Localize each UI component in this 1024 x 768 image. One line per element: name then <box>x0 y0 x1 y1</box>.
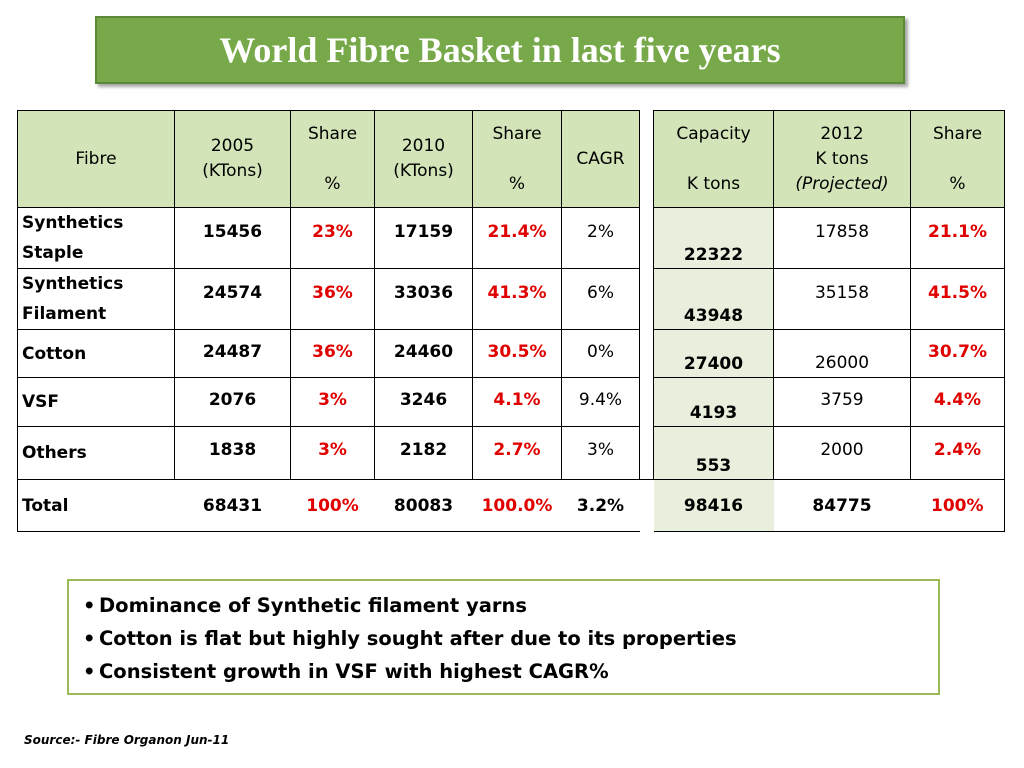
header-share-2012: Share% <box>910 110 1005 208</box>
share-2012: 100% <box>910 479 1005 532</box>
fibre-cell: Synthetics Staple <box>17 207 175 269</box>
table-row: Others 1838 3% 2182 2.7% 3% 553 2000 2.4… <box>17 426 1005 480</box>
share-2010: 2.7% <box>472 426 562 480</box>
note-text: Dominance of Synthetic filament yarns <box>99 594 527 617</box>
share-2005: 23% <box>290 207 375 269</box>
capacity-cell: 43948 <box>653 268 774 330</box>
share-2010: 41.3% <box>472 268 562 330</box>
value-2010: 2182 <box>374 426 473 480</box>
cagr-cell: 3% <box>561 426 640 480</box>
value-2012: 3759 <box>773 377 911 427</box>
share-2005: 36% <box>290 329 375 378</box>
column-gap <box>639 110 654 208</box>
header-share-2005: Share% <box>290 110 375 208</box>
fibre-cell: VSF <box>17 377 175 427</box>
table-row: Synthetics Staple 15456 23% 17159 21.4% 2… <box>17 207 1005 269</box>
header-cagr: CAGR <box>561 110 640 208</box>
capacity-cell: 4193 <box>653 377 774 427</box>
header-2010: 2010 (KTons) <box>374 110 473 208</box>
source-note: Source:- Fibre Organon Jun-11 <box>24 733 230 747</box>
column-gap <box>639 207 654 269</box>
table-row: Synthetics Filament 24574 36% 33036 41.3%… <box>17 268 1005 330</box>
table-row: Cotton 24487 36% 24460 30.5% 0% 27400 26… <box>17 329 1005 378</box>
share-2012: 21.1% <box>910 207 1005 269</box>
share-2005: 36% <box>290 268 375 330</box>
share-2010: 30.5% <box>472 329 562 378</box>
note-text: Consistent growth in VSF with highest CA… <box>99 660 609 683</box>
share-2005: 3% <box>290 377 375 427</box>
capacity-cell: 553 <box>653 426 774 480</box>
share-2012: 2.4% <box>910 426 1005 480</box>
share-2012: 41.5% <box>910 268 1005 330</box>
key-points-box: • Dominance of Synthetic filament yarns … <box>67 579 940 695</box>
value-2012: 84775 <box>773 479 911 532</box>
cagr-cell: 2% <box>561 207 640 269</box>
share-2010: 100.0% <box>472 479 562 532</box>
value-2005: 24487 <box>174 329 291 378</box>
column-gap <box>639 479 654 532</box>
value-2012: 2000 <box>773 426 911 480</box>
cagr-cell: 3.2% <box>561 479 640 532</box>
value-2012: 17858 <box>773 207 911 269</box>
value-2012: 26000 <box>773 329 911 378</box>
share-2010: 4.1% <box>472 377 562 427</box>
share-2010: 21.4% <box>472 207 562 269</box>
list-item: • Cotton is flat but highly sought after… <box>83 622 938 655</box>
note-text: Cotton is flat but highly sought after d… <box>99 627 737 650</box>
capacity-cell: 98416 <box>653 479 774 532</box>
value-2010: 80083 <box>374 479 473 532</box>
page-title: World Fibre Basket in last five years <box>219 30 781 70</box>
fibre-cell: Others <box>17 426 175 480</box>
column-gap <box>639 268 654 330</box>
value-2005: 24574 <box>174 268 291 330</box>
fibre-cell: Synthetics Filament <box>17 268 175 330</box>
value-2010: 17159 <box>374 207 473 269</box>
share-2012: 30.7% <box>910 329 1005 378</box>
value-2005: 1838 <box>174 426 291 480</box>
share-2012: 4.4% <box>910 377 1005 427</box>
fibre-table: Fibre 2005 (KTons) Share% 2010 (KTons) Sha… <box>17 110 1005 532</box>
fibre-cell: Cotton <box>17 329 175 378</box>
title-banner: World Fibre Basket in last five years <box>95 16 905 84</box>
bullet-icon: • <box>83 594 96 617</box>
share-2005: 3% <box>290 426 375 480</box>
value-2010: 24460 <box>374 329 473 378</box>
column-gap <box>639 426 654 480</box>
capacity-cell: 27400 <box>653 329 774 378</box>
column-gap <box>639 377 654 427</box>
share-2005: 100% <box>290 479 375 532</box>
value-2005: 68431 <box>174 479 291 532</box>
header-2005: 2005 (KTons) <box>174 110 291 208</box>
value-2005: 15456 <box>174 207 291 269</box>
value-2012: 35158 <box>773 268 911 330</box>
header-share-2010: Share% <box>472 110 562 208</box>
column-gap <box>639 329 654 378</box>
cagr-cell: 9.4% <box>561 377 640 427</box>
bullet-icon: • <box>83 660 96 683</box>
total-row: Total 68431 100% 80083 100.0% 3.2% 98416… <box>17 479 1005 532</box>
value-2010: 3246 <box>374 377 473 427</box>
cagr-cell: 6% <box>561 268 640 330</box>
header-fibre: Fibre <box>17 110 175 208</box>
value-2010: 33036 <box>374 268 473 330</box>
header-2012: 2012 K tons (Projected) <box>773 110 911 208</box>
table-row: VSF 2076 3% 3246 4.1% 9.4% 4193 3759 4.4… <box>17 377 1005 427</box>
header-capacity: Capacity K tons <box>653 110 774 208</box>
table-header-row: Fibre 2005 (KTons) Share% 2010 (KTons) Sha… <box>17 110 1005 208</box>
list-item: • Consistent growth in VSF with highest … <box>83 655 938 688</box>
fibre-cell: Total <box>17 479 175 532</box>
list-item: • Dominance of Synthetic filament yarns <box>83 589 938 622</box>
value-2005: 2076 <box>174 377 291 427</box>
bullet-icon: • <box>83 627 96 650</box>
cagr-cell: 0% <box>561 329 640 378</box>
capacity-cell: 22322 <box>653 207 774 269</box>
